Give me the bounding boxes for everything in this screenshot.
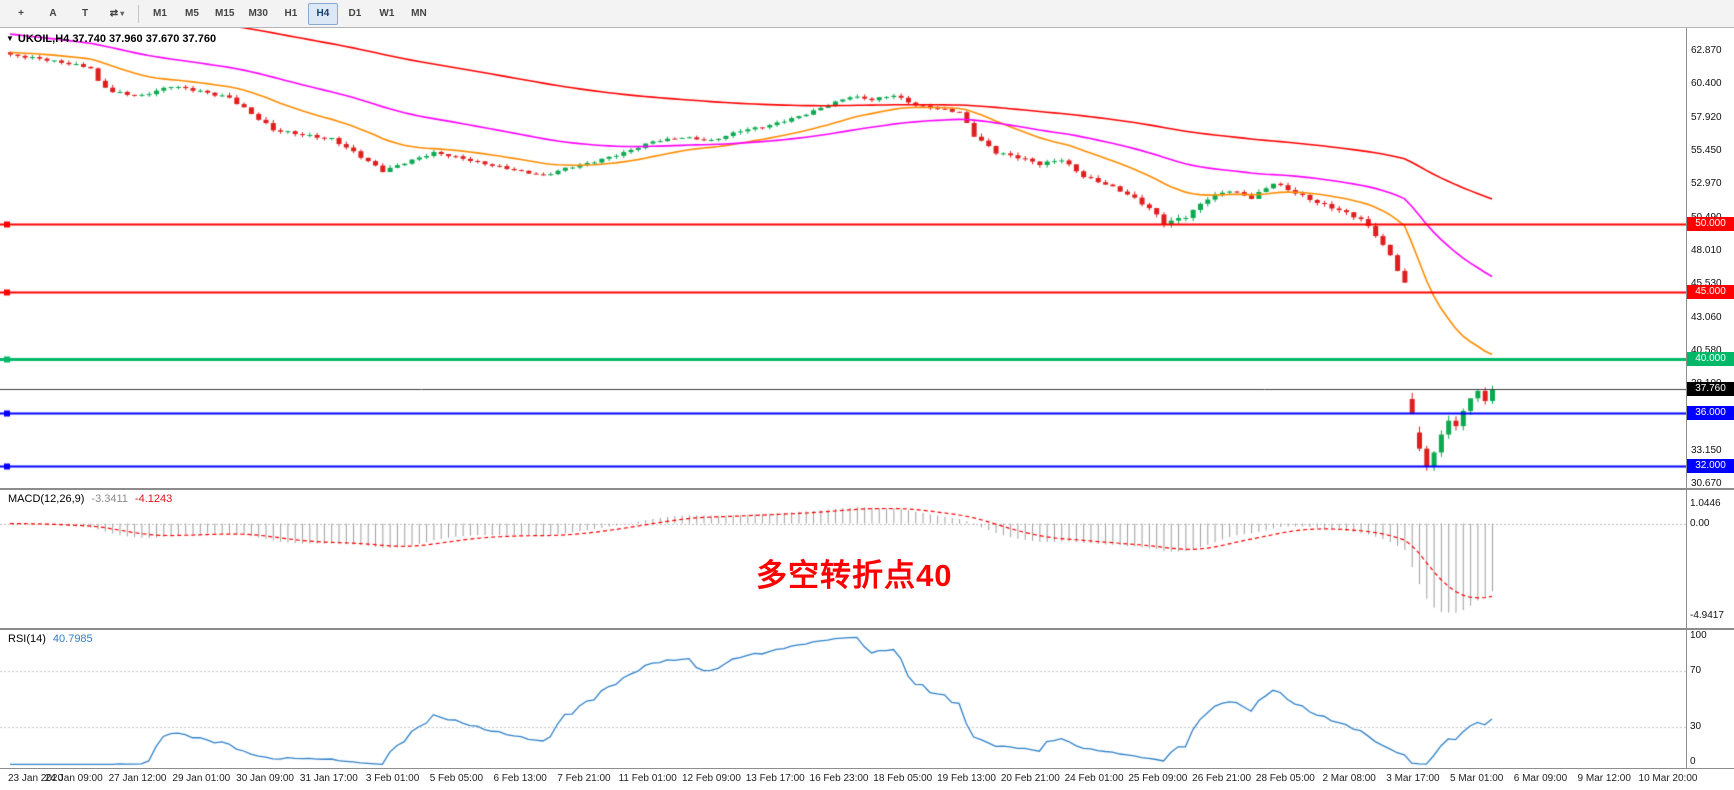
- hline-price-badge: 36.000: [1687, 405, 1734, 420]
- pane-splitter-rsi[interactable]: [0, 628, 1734, 630]
- price-tick-label: 48.010: [1691, 245, 1722, 257]
- time-label: 3 Mar 17:00: [1386, 773, 1440, 784]
- timeframe-button-mn[interactable]: MN: [411, 8, 427, 19]
- price-tick-label: 50.490: [1691, 212, 1722, 223]
- timeframe-button-m1[interactable]: M1: [153, 8, 167, 19]
- time-label: 27 Jan 12:00: [108, 773, 167, 784]
- time-axis[interactable]: 23 Jan 2020 24 Jan 09:00 27 Jan 12:00 29 Ja…: [0, 768, 1734, 790]
- price-tick-label: 40.580: [1691, 345, 1722, 357]
- timeframe-button-m5[interactable]: M5: [185, 8, 199, 19]
- time-label: 3 Feb 01:00: [365, 773, 420, 784]
- current-price-badge: 37.760: [1687, 382, 1734, 396]
- tool-button-text-tool[interactable]: T: [81, 8, 89, 19]
- timeframe-button-h1[interactable]: H1: [284, 8, 298, 19]
- time-label: 10 Mar 20:00: [1638, 773, 1698, 784]
- time-label: 5 Mar 01:00: [1450, 773, 1504, 784]
- timeframe-button-m30[interactable]: M30: [248, 8, 268, 19]
- time-label: 7 Feb 21:00: [557, 773, 611, 784]
- time-label: 6 Feb 13:00: [493, 773, 547, 784]
- time-label: 26 Feb 21:00: [1192, 773, 1252, 784]
- hline-price-badge: 50.000: [1687, 217, 1734, 232]
- time-label: 23 Jan 2020: [8, 773, 64, 784]
- timeframe-button-w1[interactable]: W1: [379, 8, 395, 19]
- price-tick-label: 30.670: [1691, 478, 1722, 490]
- tool-button-crosshair[interactable]: +: [18, 8, 24, 19]
- time-label: 25 Feb 09:00: [1128, 773, 1188, 784]
- timeframe-buttons-group: M1 M5 M15 M30 H1 H4 D1 W1 MN: [145, 2, 434, 25]
- toolbar-separator: [138, 4, 139, 23]
- price-tick-label: 55.450: [1691, 145, 1722, 157]
- dropdown-caret-icon: ▾: [120, 9, 125, 18]
- price-tick-label: 62.870: [1691, 45, 1722, 57]
- hline-price-badge: 40.000: [1687, 351, 1734, 366]
- chart-dropdown-icon[interactable]: ▼: [6, 34, 14, 43]
- tool-button-objects-dropdown[interactable]: ⇄ ▾: [109, 8, 125, 19]
- price-tick-label: 45.530: [1691, 278, 1722, 289]
- pane-splitter-macd[interactable]: [0, 488, 1734, 490]
- chart-annotation-text[interactable]: 多空转折点40: [756, 558, 953, 593]
- price-tick-label: 60.400: [1691, 78, 1722, 90]
- time-label: 19 Feb 13:00: [937, 773, 996, 784]
- hline-price-badge: 32.000: [1687, 459, 1734, 474]
- price-tick-label: 52.970: [1691, 178, 1722, 190]
- time-label: 2 Mar 08:00: [1322, 773, 1376, 784]
- price-tick-label: 43.060: [1691, 311, 1722, 323]
- time-label: 11 Feb 01:00: [618, 773, 677, 784]
- time-label: 12 Feb 09:00: [681, 773, 741, 784]
- toolbar: + A T ⇄ ▾ M1 M5 M15 M30 H1 H4 D1 W1 MN: [0, 0, 1734, 28]
- toolbar-tools-group: + A T ⇄ ▾: [6, 3, 132, 25]
- time-label: 29 Jan 01:00: [172, 773, 231, 784]
- timeframe-button-h4[interactable]: H4: [307, 2, 338, 25]
- time-label: 16 Feb 23:00: [809, 773, 869, 784]
- time-label: 6 Mar 09:00: [1513, 773, 1568, 784]
- time-label: 31 Jan 17:00: [299, 773, 358, 784]
- time-label: 13 Feb 17:00: [745, 773, 805, 784]
- time-label: 30 Jan 09:00: [236, 773, 294, 784]
- time-label: 18 Feb 05:00: [873, 773, 933, 784]
- price-tick-label: 57.920: [1691, 111, 1722, 123]
- time-label: 9 Mar 12:00: [1577, 773, 1631, 784]
- time-label: 24 Feb 01:00: [1064, 773, 1124, 784]
- price-tick-label: 33.150: [1691, 445, 1722, 456]
- tool-button-text-label[interactable]: A: [49, 8, 57, 19]
- hline-price-badge: 45.000: [1687, 284, 1734, 299]
- time-label: 28 Feb 05:00: [1255, 773, 1315, 784]
- price-axis[interactable]: 62.870 60.400 57.920 55.450 52.970 50.490 48.0…: [1686, 28, 1734, 768]
- time-label: 20 Feb 21:00: [1000, 773, 1060, 784]
- time-label: 5 Feb 05:00: [429, 773, 484, 784]
- time-label: 24 Jan 09:00: [44, 773, 103, 784]
- timeframe-button-d1[interactable]: D1: [348, 8, 362, 19]
- timeframe-button-m15[interactable]: M15: [215, 8, 235, 19]
